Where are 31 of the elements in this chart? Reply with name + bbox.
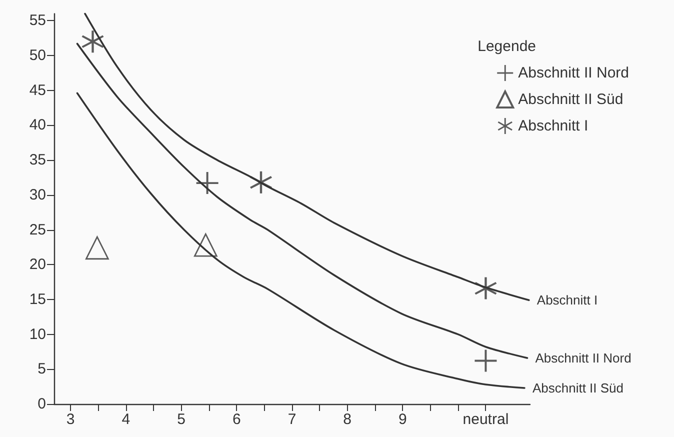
y-tick-label: 45	[29, 82, 46, 99]
x-tick-label: 6	[232, 411, 241, 428]
series-label: Abschnitt II Süd	[532, 380, 624, 396]
point	[82, 30, 104, 53]
x-tick-label: 4	[122, 411, 130, 428]
point	[474, 350, 497, 372]
point	[194, 233, 218, 257]
legend-title: Legende	[478, 38, 536, 55]
y-tick-label: 10	[29, 326, 46, 343]
y-tick-label: 35	[29, 152, 46, 169]
x-tick-label: 9	[398, 411, 407, 428]
y-tick-label: 0	[38, 396, 46, 412]
x-tick-label: 5	[177, 411, 186, 428]
legend-label: Abschnitt II Süd	[518, 91, 624, 108]
y-tick-label: 15	[29, 290, 46, 308]
y-tick-label: 20	[29, 256, 46, 274]
y-tick-label: 55	[29, 12, 46, 30]
y-tick-label: 5	[38, 360, 46, 378]
x-tick-label: neutral	[462, 411, 509, 428]
series-label: Abschnitt I	[536, 292, 598, 308]
x-tick-label: 7	[288, 411, 296, 428]
legend-label: Abschnitt II Nord	[518, 64, 630, 82]
x-tick-label: 8	[343, 411, 352, 428]
series-label: Abschnitt II Nord	[535, 350, 632, 366]
y-tick-label: 50	[29, 47, 46, 64]
y-tick-label: 30	[29, 186, 46, 204]
point	[85, 236, 109, 260]
y-tick-label: 40	[29, 116, 46, 134]
legend-label: Abschnitt I	[518, 118, 588, 134]
x-tick-label: 3	[66, 411, 75, 428]
y-tick-label: 25	[29, 221, 46, 238]
